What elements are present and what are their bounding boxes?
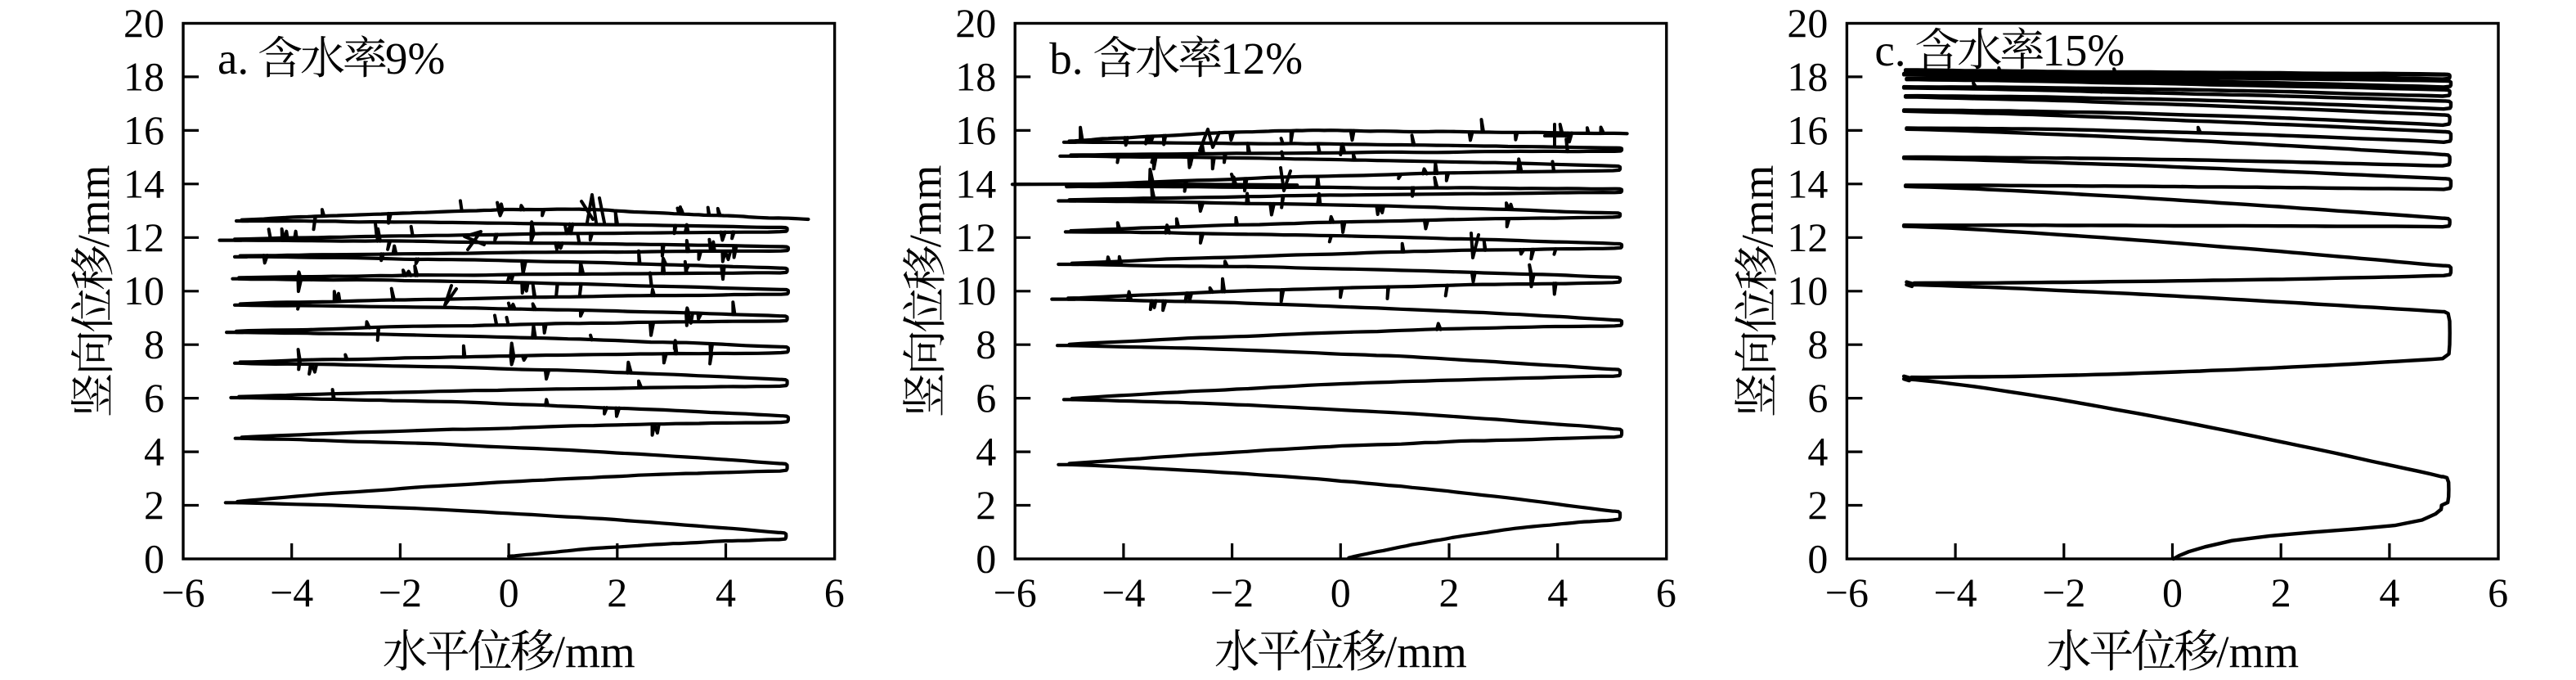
svg-text:8: 8: [1807, 322, 1828, 367]
svg-text:16: 16: [955, 107, 996, 153]
svg-text:4: 4: [1807, 429, 1828, 475]
svg-text:2: 2: [2271, 570, 2291, 615]
svg-text:4: 4: [144, 429, 164, 475]
svg-text:−4: −4: [270, 570, 313, 615]
svg-text:20: 20: [123, 0, 164, 46]
svg-text:/mm: /mm: [69, 165, 119, 248]
svg-text:10: 10: [955, 268, 996, 313]
svg-text:−6: −6: [994, 570, 1037, 615]
svg-text:12: 12: [955, 214, 996, 260]
svg-text:4: 4: [716, 570, 736, 615]
svg-text:−2: −2: [379, 570, 422, 615]
svg-text:6: 6: [976, 375, 996, 421]
svg-text:4: 4: [976, 429, 996, 475]
svg-text:18: 18: [123, 53, 164, 99]
svg-text:16: 16: [123, 107, 164, 153]
svg-text:/mm: /mm: [2216, 627, 2299, 677]
svg-text:2: 2: [144, 482, 164, 528]
svg-text:10: 10: [123, 268, 164, 313]
svg-text:14: 14: [123, 160, 164, 206]
svg-text:/mm: /mm: [900, 165, 950, 248]
svg-text:12: 12: [123, 214, 164, 260]
svg-text:0: 0: [2162, 570, 2183, 615]
svg-text:6: 6: [144, 375, 164, 421]
svg-text:20: 20: [1787, 0, 1828, 46]
svg-text:9%: 9%: [385, 34, 445, 83]
svg-text:6: 6: [824, 570, 845, 615]
svg-text:16: 16: [1787, 107, 1828, 153]
svg-text:20: 20: [955, 0, 996, 46]
svg-text:a.: a.: [218, 34, 249, 83]
svg-text:10: 10: [1787, 268, 1828, 313]
svg-text:/mm: /mm: [1384, 627, 1467, 677]
svg-text:6: 6: [2488, 570, 2508, 615]
svg-text:12%: 12%: [1220, 34, 1303, 83]
svg-text:6: 6: [1807, 375, 1828, 421]
svg-text:−6: −6: [1825, 570, 1869, 615]
svg-text:14: 14: [955, 160, 996, 206]
svg-text:0: 0: [1331, 570, 1351, 615]
svg-text:4: 4: [2379, 570, 2399, 615]
svg-text:−2: −2: [2042, 570, 2085, 615]
svg-text:0: 0: [1807, 536, 1828, 582]
svg-text:2: 2: [607, 570, 627, 615]
svg-text:2: 2: [1439, 570, 1460, 615]
svg-text:15%: 15%: [2042, 25, 2125, 75]
svg-text:/mm: /mm: [553, 627, 635, 677]
svg-text:2: 2: [976, 482, 996, 528]
svg-text:18: 18: [1787, 53, 1828, 99]
svg-text:18: 18: [955, 53, 996, 99]
svg-text:2: 2: [1807, 482, 1828, 528]
svg-text:−4: −4: [1102, 570, 1145, 615]
svg-text:0: 0: [976, 536, 996, 582]
svg-text:12: 12: [1787, 214, 1828, 260]
svg-text:0: 0: [499, 570, 519, 615]
svg-text:6: 6: [1656, 570, 1676, 615]
svg-text:−4: −4: [1933, 570, 1977, 615]
svg-text:c.: c.: [1874, 25, 1905, 75]
svg-text:b.: b.: [1049, 34, 1083, 83]
svg-text:4: 4: [1547, 570, 1568, 615]
svg-text:/mm: /mm: [1732, 165, 1782, 248]
svg-text:14: 14: [1787, 160, 1828, 206]
svg-text:−6: −6: [161, 570, 204, 615]
svg-text:8: 8: [976, 322, 996, 367]
svg-text:−2: −2: [1210, 570, 1254, 615]
svg-text:8: 8: [144, 322, 164, 367]
svg-text:0: 0: [144, 536, 164, 582]
